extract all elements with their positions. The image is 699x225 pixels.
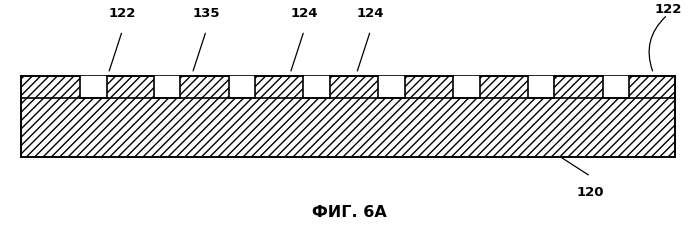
Bar [154, 76, 180, 99]
Bar [603, 76, 629, 99]
Text: 135: 135 [192, 7, 220, 20]
Bar [378, 76, 405, 99]
Bar [229, 76, 255, 99]
Text: ФИГ. 6А: ФИГ. 6А [312, 204, 387, 219]
Text: 124: 124 [356, 7, 384, 20]
Bar [453, 76, 480, 99]
Bar [303, 76, 330, 99]
Text: 124: 124 [290, 7, 318, 20]
Text: 122: 122 [654, 3, 682, 16]
Text: 122: 122 [108, 7, 136, 20]
Bar [528, 76, 554, 99]
Bar [21, 76, 675, 158]
Bar [80, 76, 107, 99]
Text: 120: 120 [577, 186, 605, 199]
